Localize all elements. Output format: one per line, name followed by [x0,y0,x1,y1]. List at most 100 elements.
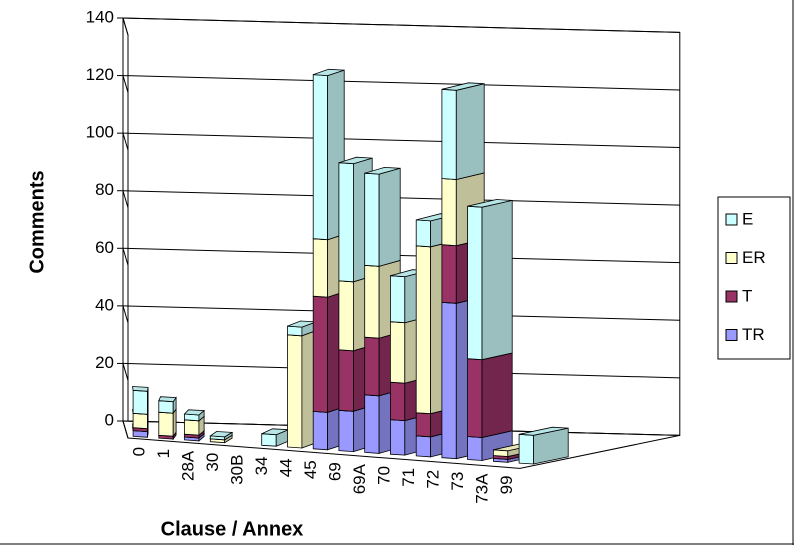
bar-side [378,167,401,267]
bar-front [132,412,148,430]
bar-front [441,88,457,180]
bar-front [441,301,457,460]
bar-front [364,172,380,267]
bar-front [338,349,354,412]
bar-segment [518,426,569,465]
legend-swatch [725,290,738,303]
x-tick-label: 72 [424,470,443,489]
x-axis-title: Clause / Annex [161,518,304,540]
legend-swatch [725,329,738,341]
grid-line [122,17,680,33]
x-tick-label: 71 [399,468,418,487]
x-tick-label: 30B [228,455,247,485]
bar-top [158,396,177,403]
grid-line [122,190,680,206]
x-tick-label: 0 [130,447,149,456]
x-tick-label: 69A [350,463,369,494]
bar-front [312,238,329,298]
x-tick-label: 28A [179,450,198,481]
y-tick-label: 80 [95,180,114,199]
legend-label: TR [742,325,765,344]
x-tick-label: 45 [301,460,320,479]
bar-segment [364,166,401,267]
grid-line-side [122,305,129,323]
bar-front [132,389,148,415]
bar-front [389,275,406,324]
bar-front [415,435,432,458]
x-tick-label: 73A [473,473,492,504]
bar-front [312,410,329,451]
grid-line-side [122,190,129,208]
bar-front [467,205,483,361]
bar-front [338,280,354,352]
bar-segment [261,428,289,447]
grid-line [122,132,680,149]
bar-front [364,394,380,454]
bar-segment [467,351,513,439]
legend-label: E [742,209,753,228]
grid-line-side [122,133,129,151]
bar-side [455,83,485,181]
bar-front [364,336,380,397]
grid-line-side [122,420,129,439]
x-tick-label: 30 [203,453,222,472]
y-tick-label: 140 [86,7,114,26]
x-tick-label: 73 [448,472,467,491]
bar-top [441,82,485,91]
bar-side [481,352,513,439]
bar-segment [467,199,513,361]
side-wall [122,17,129,439]
bar-front [415,412,432,438]
y-axis-title: Comments [26,170,48,273]
bar-top [183,409,206,416]
bar-front [389,419,406,456]
grid-line [122,75,680,91]
bar-segment [132,386,149,415]
bar-front [158,400,174,414]
bar-top [338,156,373,165]
bar-front [338,162,354,283]
bar-front [184,419,200,436]
bar-segment [183,409,206,422]
bar-top [467,199,513,208]
bar-top [519,426,569,436]
x-tick-label: 44 [277,458,296,477]
bar-front [389,381,406,422]
bar-front [467,358,483,438]
x-tick-label: 99 [497,475,516,494]
x-tick-label: 70 [375,466,394,485]
bar-front [364,264,380,339]
bar-front [518,433,534,465]
y-tick-label: 100 [86,123,114,142]
bar-segment [441,82,485,181]
y-tick-label: 60 [95,238,114,257]
bar-front [312,74,329,241]
x-tick-label: 69 [326,462,345,481]
bar-top [209,431,234,438]
grid-line-side [122,75,129,93]
legend-swatch [725,213,738,226]
bar-segment [312,68,345,241]
legend-label: ER [742,248,766,267]
bar-segment [287,329,317,449]
bar-front [312,295,329,413]
legend-label: T [742,286,752,305]
bar-front [287,325,303,337]
grid-line-side [122,17,129,36]
bar-segment [209,431,234,441]
grid-line-side [122,248,129,266]
bar-front [389,321,406,384]
bar-front [338,409,354,453]
y-tick-label: 40 [95,295,114,314]
bar-front [261,433,277,447]
bar-front [415,219,432,248]
y-tick-label: 0 [105,410,114,429]
grid-line [122,247,680,264]
x-tick-label: 34 [252,456,271,475]
bar-front [415,245,432,415]
bar-front [287,334,303,449]
grid-line-side [122,363,129,381]
y-tick-label: 120 [86,65,114,84]
y-tick-label: 20 [95,353,114,372]
